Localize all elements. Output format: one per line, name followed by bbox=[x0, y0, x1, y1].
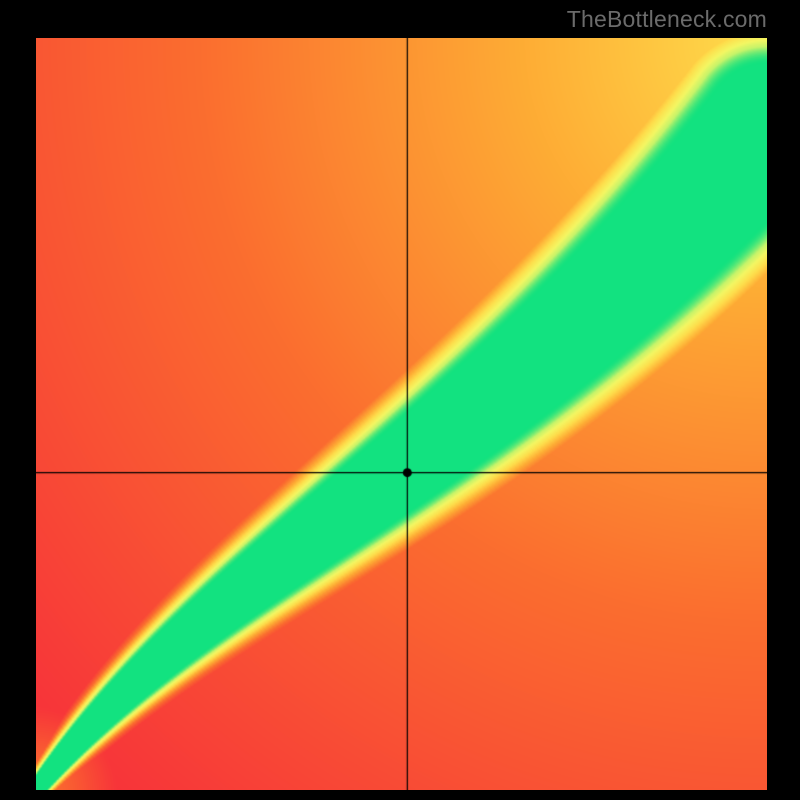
plot-area bbox=[36, 38, 767, 790]
chart-container: TheBottleneck.com bbox=[0, 0, 800, 800]
watermark-text: TheBottleneck.com bbox=[567, 6, 767, 33]
heatmap-canvas bbox=[36, 38, 767, 790]
